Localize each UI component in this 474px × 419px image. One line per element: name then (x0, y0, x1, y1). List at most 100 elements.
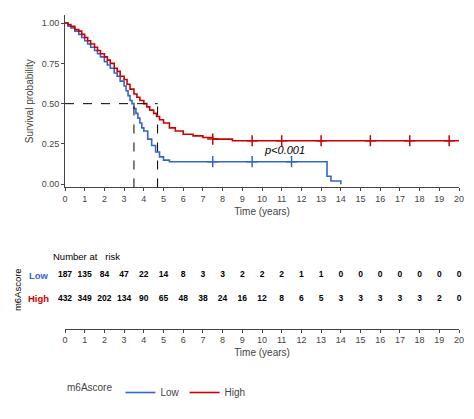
svg-text:202: 202 (97, 293, 111, 303)
svg-text:38: 38 (198, 293, 208, 303)
svg-text:2: 2 (437, 293, 442, 303)
svg-text:17: 17 (395, 194, 405, 204)
svg-text:3: 3 (378, 293, 383, 303)
svg-text:16: 16 (238, 293, 248, 303)
svg-text:14: 14 (336, 194, 346, 204)
svg-text:13: 13 (316, 194, 326, 204)
svg-text:432: 432 (58, 293, 72, 303)
svg-text:4: 4 (141, 194, 146, 204)
svg-text:0: 0 (62, 194, 67, 204)
svg-text:9: 9 (240, 194, 245, 204)
svg-text:349: 349 (78, 293, 92, 303)
svg-text:7: 7 (200, 194, 205, 204)
svg-text:10: 10 (257, 335, 267, 345)
svg-text:15: 15 (355, 194, 365, 204)
svg-text:3: 3 (220, 269, 225, 279)
svg-text:9: 9 (240, 335, 245, 345)
svg-text:1: 1 (82, 194, 87, 204)
svg-text:187: 187 (58, 269, 72, 279)
svg-text:16: 16 (375, 194, 385, 204)
svg-text:0: 0 (417, 269, 422, 279)
svg-text:84: 84 (100, 269, 110, 279)
svg-text:24: 24 (218, 293, 228, 303)
svg-text:p<0.001: p<0.001 (264, 144, 305, 156)
svg-text:3: 3 (338, 293, 343, 303)
svg-text:0.75: 0.75 (42, 59, 60, 69)
svg-text:7: 7 (200, 335, 205, 345)
svg-text:8: 8 (220, 194, 225, 204)
svg-text:15: 15 (355, 335, 365, 345)
svg-text:10: 10 (257, 194, 267, 204)
svg-text:2: 2 (240, 269, 245, 279)
svg-text:1.00: 1.00 (42, 18, 60, 28)
svg-text:8: 8 (220, 335, 225, 345)
svg-text:90: 90 (139, 293, 149, 303)
svg-text:0: 0 (358, 269, 363, 279)
svg-text:High: High (225, 387, 246, 398)
svg-text:4: 4 (141, 335, 146, 345)
svg-text:22: 22 (139, 269, 149, 279)
svg-text:0: 0 (457, 269, 462, 279)
svg-text:8: 8 (181, 269, 186, 279)
svg-text:0.00: 0.00 (42, 179, 60, 189)
svg-text:2: 2 (102, 194, 107, 204)
svg-text:0.50: 0.50 (42, 99, 60, 109)
svg-text:2: 2 (260, 269, 265, 279)
svg-text:0: 0 (398, 269, 403, 279)
svg-text:6: 6 (181, 194, 186, 204)
svg-text:0: 0 (457, 293, 462, 303)
svg-text:48: 48 (178, 293, 188, 303)
svg-text:19: 19 (434, 194, 444, 204)
svg-text:High: High (28, 293, 49, 304)
svg-text:3: 3 (358, 293, 363, 303)
svg-text:Time (years): Time (years) (234, 206, 290, 217)
svg-text:1: 1 (299, 269, 304, 279)
svg-text:0.25: 0.25 (42, 139, 60, 149)
svg-text:0: 0 (338, 269, 343, 279)
svg-text:0: 0 (62, 335, 67, 345)
svg-text:2: 2 (279, 269, 284, 279)
svg-text:m6Ascore: m6Ascore (12, 268, 23, 311)
svg-text:1: 1 (319, 269, 324, 279)
svg-text:0: 0 (378, 269, 383, 279)
svg-text:135: 135 (78, 269, 92, 279)
svg-text:12: 12 (296, 194, 306, 204)
svg-text:14: 14 (159, 269, 169, 279)
svg-text:19: 19 (434, 335, 444, 345)
svg-text:1: 1 (82, 335, 87, 345)
svg-text:m6Ascore: m6Ascore (67, 382, 112, 393)
svg-text:3: 3 (122, 194, 127, 204)
svg-text:11: 11 (277, 335, 286, 345)
svg-text:Time (years): Time (years) (234, 347, 290, 358)
svg-text:8: 8 (279, 293, 284, 303)
svg-text:20: 20 (454, 335, 464, 345)
svg-text:47: 47 (119, 269, 129, 279)
svg-text:5: 5 (319, 293, 324, 303)
svg-text:Number at risk: Number at risk (53, 251, 120, 262)
svg-text:16: 16 (375, 335, 385, 345)
svg-text:13: 13 (316, 335, 326, 345)
svg-text:12: 12 (296, 335, 306, 345)
svg-text:0: 0 (437, 269, 442, 279)
svg-text:3: 3 (417, 293, 422, 303)
svg-text:134: 134 (117, 293, 131, 303)
svg-text:20: 20 (454, 194, 464, 204)
svg-text:14: 14 (336, 335, 346, 345)
svg-text:18: 18 (415, 194, 425, 204)
svg-text:17: 17 (395, 335, 405, 345)
svg-text:6: 6 (181, 335, 186, 345)
svg-text:3: 3 (122, 335, 127, 345)
svg-text:2: 2 (102, 335, 107, 345)
svg-text:65: 65 (159, 293, 169, 303)
svg-text:6: 6 (299, 293, 304, 303)
svg-text:5: 5 (161, 194, 166, 204)
svg-text:18: 18 (415, 335, 425, 345)
svg-text:Survival probability: Survival probability (24, 59, 35, 143)
svg-text:Low: Low (160, 387, 179, 398)
svg-text:11: 11 (277, 194, 286, 204)
svg-text:5: 5 (161, 335, 166, 345)
svg-text:12: 12 (257, 293, 267, 303)
svg-text:3: 3 (201, 269, 206, 279)
svg-text:3: 3 (398, 293, 403, 303)
svg-text:Low: Low (29, 270, 49, 281)
